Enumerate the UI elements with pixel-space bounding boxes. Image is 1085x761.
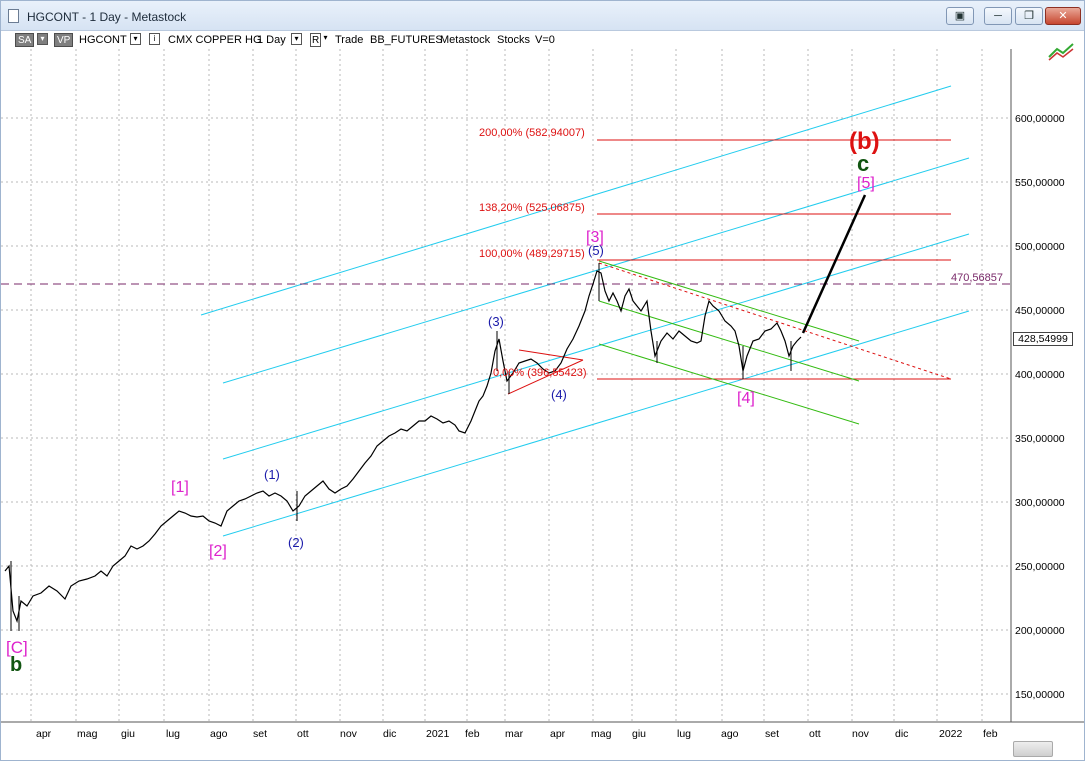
restore-layout-button[interactable]: ▣ <box>946 7 974 25</box>
security-name: CMX COPPER HG <box>168 34 262 46</box>
wave-5-bracket-label: [5] <box>857 175 875 192</box>
r-dropdown-icon[interactable]: ▾ <box>323 33 328 42</box>
wave-c-label: c <box>857 151 869 176</box>
wave-3-bracket-label: [3] <box>586 229 604 246</box>
time-label: nov <box>852 728 870 740</box>
time-label: ago <box>210 728 228 740</box>
wave-1-bracket-label: [1] <box>171 479 189 496</box>
horizontal-scroll-thumb[interactable] <box>1013 741 1053 757</box>
maximize-button[interactable]: ❐ <box>1015 7 1043 25</box>
window-title: HGCONT - 1 Day - Metastock <box>27 10 187 24</box>
wave-C-bracket-label: [C] <box>6 638 28 657</box>
price-label-550: 550,00000 <box>1015 177 1065 189</box>
volume-label: V=0 <box>535 34 555 46</box>
time-label: giu <box>632 728 646 740</box>
wave-b-label: b <box>10 654 22 676</box>
red-dashed-trendline[interactable] <box>598 262 952 380</box>
time-label: 2022 <box>939 728 963 740</box>
price-label-250: 250,00000 <box>1015 561 1065 573</box>
time-label: set <box>765 728 779 740</box>
sa-button[interactable]: SA <box>15 33 35 47</box>
wave-b-paren-label: (b) <box>849 128 880 155</box>
price-label-400: 400,00000 <box>1015 369 1065 381</box>
price-chart[interactable]: 200,00% (582,94007) 138,20% (525,06875) … <box>1 49 1084 761</box>
fib-0-label: 0,00% (396,55423) <box>493 367 587 379</box>
wave-3-paren-label: (3) <box>488 314 504 329</box>
time-axis: apr mag giu lug ago set ott nov dic 2021… <box>36 728 998 740</box>
wave-4-paren-label: (4) <box>551 387 567 402</box>
chart-area[interactable]: 200,00% (582,94007) 138,20% (525,06875) … <box>1 49 1084 761</box>
info-icon[interactable]: i <box>149 33 160 45</box>
time-label: ott <box>297 728 309 740</box>
fib-100-label: 100,00% (489,29715) <box>479 248 585 260</box>
vp-button[interactable]: VP <box>54 33 74 47</box>
period-label[interactable]: 1 Day <box>257 34 286 46</box>
horizontal-grid <box>1 117 1011 695</box>
time-label: ago <box>721 728 739 740</box>
price-label-500: 500,00000 <box>1015 241 1065 253</box>
symbol-label[interactable]: HGCONT <box>79 34 127 46</box>
type-label: Stocks <box>497 34 531 46</box>
projection-line[interactable] <box>801 194 867 334</box>
time-label: mar <box>505 728 524 740</box>
wave-4-bracket-label: [4] <box>737 390 755 407</box>
time-label: ott <box>809 728 821 740</box>
fib-200-label: 200,00% (582,94007) <box>479 127 585 139</box>
time-label: apr <box>36 728 52 740</box>
price-axis: 600,00000 550,00000 500,00000 450,00000 … <box>1015 113 1065 701</box>
channel-lines[interactable] <box>200 85 970 537</box>
time-label: 2021 <box>426 728 450 740</box>
price-label-200: 200,00000 <box>1015 625 1065 637</box>
time-label: dic <box>383 728 396 740</box>
time-label: nov <box>340 728 358 740</box>
price-label-450: 450,00000 <box>1015 305 1065 317</box>
title-bar: HGCONT - 1 Day - Metastock ▣ ─ ❐ ✕ <box>1 1 1084 31</box>
time-label: lug <box>677 728 691 740</box>
document-icon <box>8 9 19 23</box>
sa-dropdown-icon[interactable]: ▾ <box>37 33 48 45</box>
close-button[interactable]: ✕ <box>1045 7 1081 25</box>
wave-2-paren-label: (2) <box>288 535 304 550</box>
price-label-600: 600,00000 <box>1015 113 1065 125</box>
time-label: mag <box>591 728 612 740</box>
fib-138-label: 138,20% (525,06875) <box>479 202 585 214</box>
wave-2-bracket-label: [2] <box>209 543 227 560</box>
time-label: feb <box>983 728 998 740</box>
time-label: lug <box>166 728 180 740</box>
drawing-tools-icon[interactable] <box>1047 41 1077 61</box>
price-label-350: 350,00000 <box>1015 433 1065 445</box>
data-feed-label: BB_FUTURES <box>370 34 443 46</box>
current-price-tag: 428,54999 <box>1013 332 1073 346</box>
triangle-pattern[interactable] <box>507 349 584 395</box>
price-series[interactable] <box>4 270 802 624</box>
price-bars <box>10 263 792 631</box>
time-label: mag <box>77 728 98 740</box>
period-dropdown-icon[interactable]: ▾ <box>291 33 302 45</box>
vertical-grid <box>30 49 983 722</box>
time-label: dic <box>895 728 908 740</box>
r-button[interactable]: R <box>310 33 322 47</box>
time-label: feb <box>465 728 480 740</box>
time-label: apr <box>550 728 566 740</box>
green-channel[interactable] <box>598 260 860 425</box>
wave-1-paren-label: (1) <box>264 467 280 482</box>
provider-label: Metastock <box>440 34 491 46</box>
symbol-dropdown-icon[interactable]: ▾ <box>130 33 141 45</box>
chart-toolbar: SA ▾ VP HGCONT ▾ i CMX COPPER HG 1 Day ▾… <box>1 31 1084 49</box>
time-label: set <box>253 728 267 740</box>
level-line-label: 470,56857 <box>951 272 1003 284</box>
minimize-button[interactable]: ─ <box>984 7 1012 25</box>
price-label-150: 150,00000 <box>1015 689 1065 701</box>
fib-lines[interactable] <box>597 139 951 380</box>
trade-label[interactable]: Trade <box>335 34 364 46</box>
wave-5-paren-label: (5) <box>588 243 604 258</box>
time-label: giu <box>121 728 135 740</box>
price-label-300: 300,00000 <box>1015 497 1065 509</box>
